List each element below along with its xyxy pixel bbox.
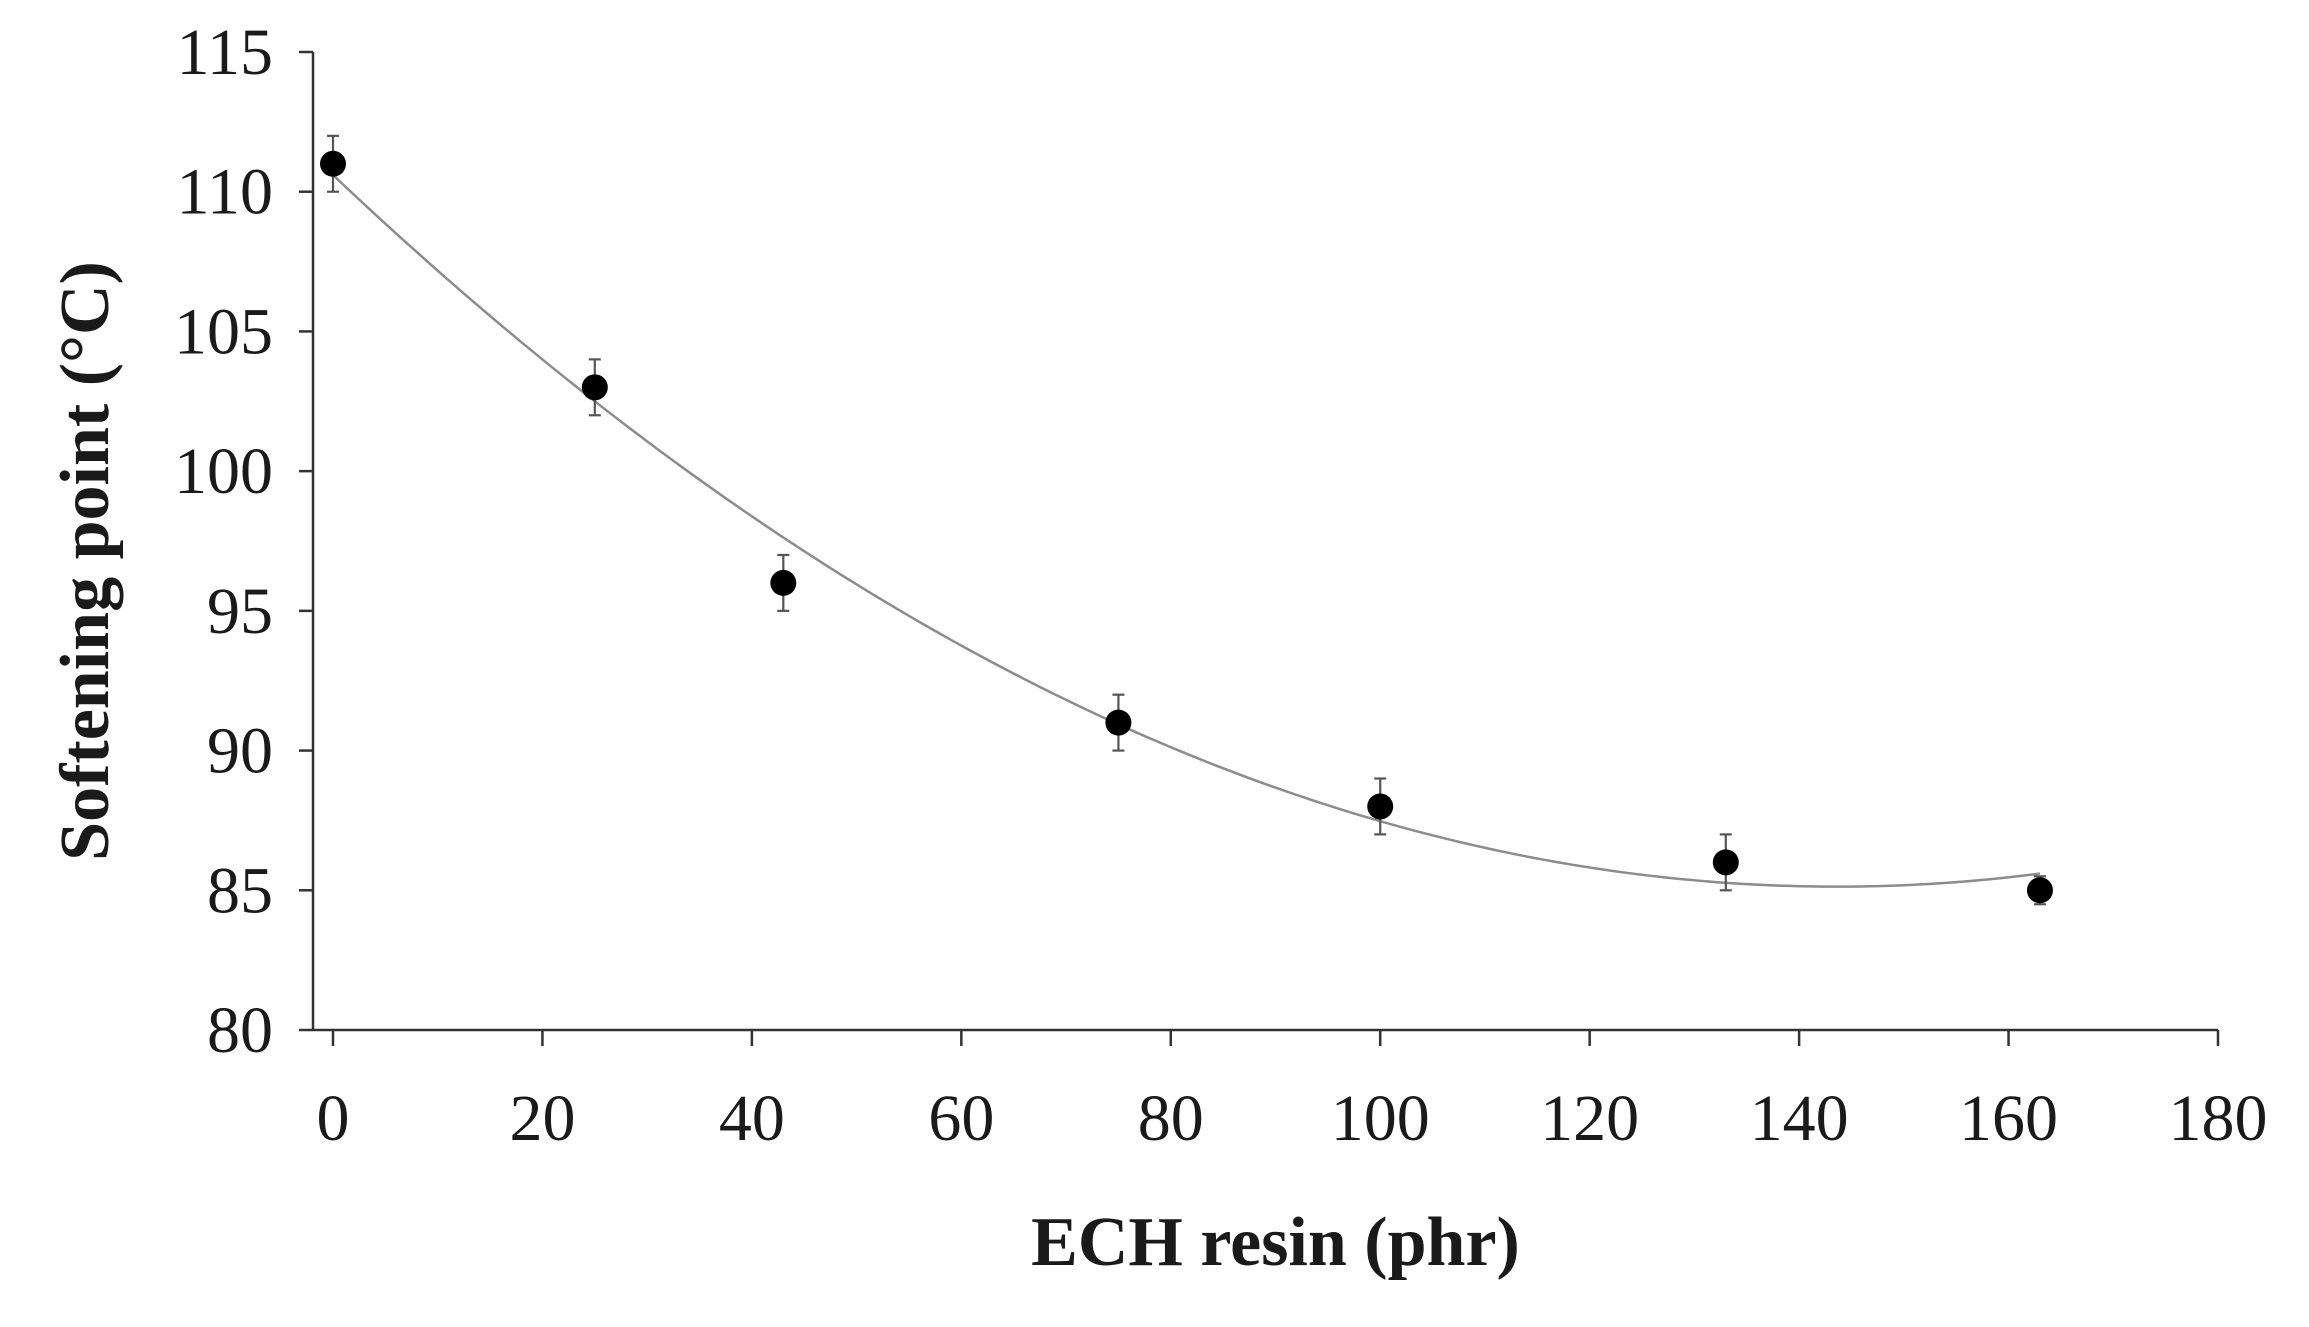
x-tick-label: 100 [1331, 1082, 1430, 1155]
y-tick-label: 95 [207, 575, 273, 648]
y-axis: 80 85 90 95 100 105 110 115 [174, 16, 315, 1067]
y-tick-label: 110 [176, 156, 273, 229]
x-tick-label: 80 [1138, 1082, 1204, 1155]
data-point [770, 569, 797, 596]
x-axis: 0 20 40 60 80 100 120 140 160 180 [313, 1028, 2268, 1155]
y-tick-group: 80 85 90 95 100 105 110 115 [174, 16, 313, 1067]
x-tick-label: 40 [719, 1082, 785, 1155]
y-tick-label: 105 [174, 295, 273, 368]
x-axis-title: ECH resin (phr) [1031, 1204, 1520, 1281]
y-tick-label: 115 [176, 16, 273, 89]
data-point [320, 150, 346, 177]
error-bar-group [327, 134, 2046, 906]
data-point [2026, 877, 2053, 904]
y-tick-label: 90 [207, 715, 273, 788]
data-point [581, 374, 608, 401]
x-tick-label: 180 [2169, 1082, 2268, 1155]
x-tick-label: 160 [1959, 1082, 2058, 1155]
x-tick-label: 140 [1750, 1082, 1849, 1155]
y-tick-label: 100 [174, 435, 273, 508]
trend-line [332, 174, 2041, 888]
data-point [1105, 709, 1132, 736]
data-point [1712, 849, 1739, 876]
y-axis-title: Softening point (°C) [47, 261, 124, 861]
x-tick-label: 120 [1540, 1082, 1639, 1155]
x-tick-group: 0 20 40 60 80 100 120 140 160 180 [317, 1030, 2268, 1155]
y-tick-label: 80 [207, 994, 273, 1067]
x-tick-label: 20 [509, 1082, 575, 1155]
data-point-group [320, 150, 2053, 904]
y-tick-label: 85 [207, 854, 273, 927]
data-point [1367, 793, 1394, 820]
x-tick-label: 0 [317, 1082, 350, 1155]
x-tick-label: 60 [928, 1082, 994, 1155]
